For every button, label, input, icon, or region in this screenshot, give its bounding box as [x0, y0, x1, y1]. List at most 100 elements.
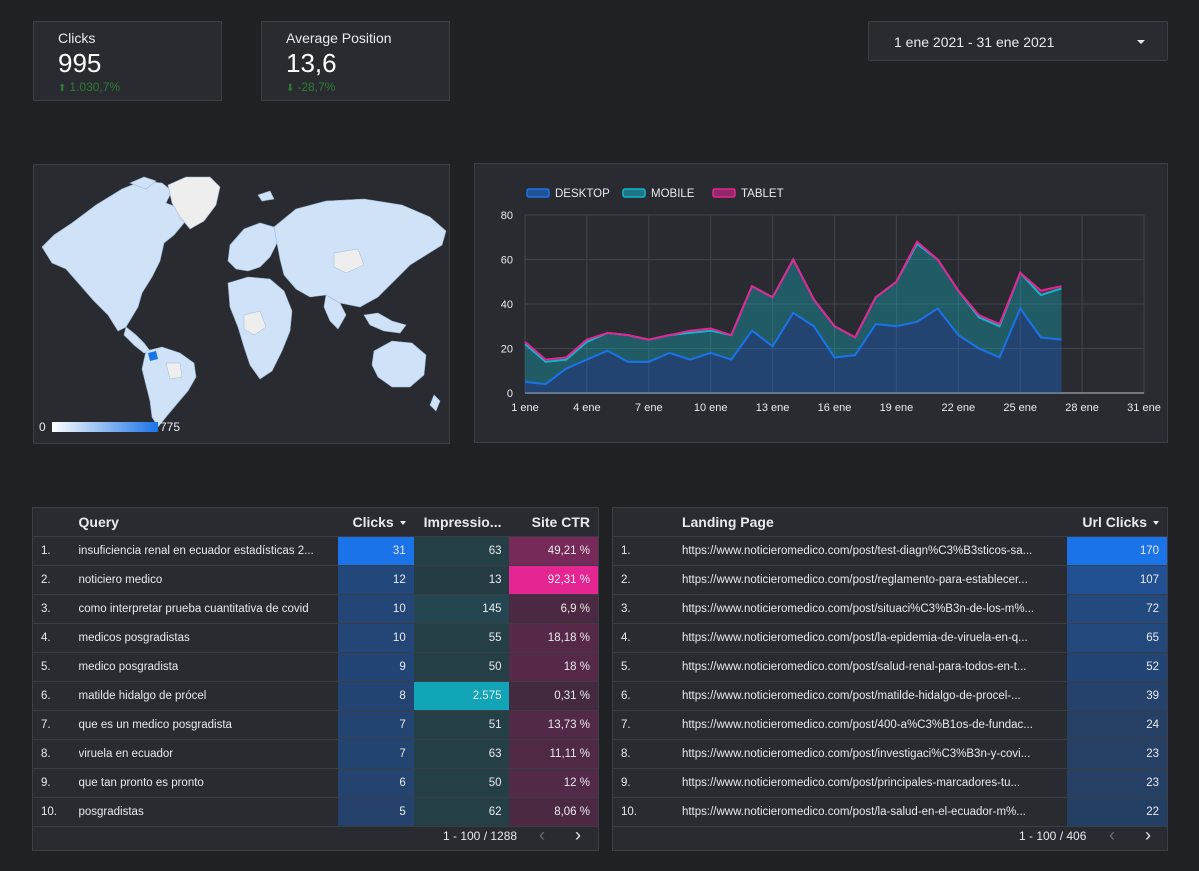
header-url-clicks[interactable]: Url Clicks — [1067, 508, 1167, 537]
x-tick-label: 19 ene — [880, 402, 914, 414]
query-cell[interactable]: insuficiencia renal en ecuador estadísti… — [78, 536, 339, 566]
site-ctr-cell: 6,9 % — [509, 594, 598, 624]
site-ctr-cell: 13,73 % — [509, 710, 598, 740]
time-series-chart[interactable]: DESKTOP MOBILE TABLET 0 20 40 60 80 1 ene 4 ene… — [475, 164, 1169, 444]
site-ctr-cell: 0,31 % — [509, 681, 598, 711]
geo-map-card[interactable]: 0 775 — [33, 164, 450, 444]
table-row[interactable]: 3. como interpretar prueba cuantitativa d… — [33, 594, 598, 624]
landing-page-cell[interactable]: https://www.noticieromedico.com/post/la-… — [681, 797, 1068, 827]
kpi-card-average-position[interactable]: Average Position 13,6 ⬇ -28,7% — [261, 21, 450, 101]
kpi-card-clicks[interactable]: Clicks 995 ⬆ 1.030,7% — [33, 21, 222, 101]
table-row[interactable]: 2. https://www.noticieromedico.com/post/r… — [613, 565, 1167, 595]
url-clicks-cell: 170 — [1067, 536, 1167, 566]
chevron-left-icon[interactable]: ‹ — [1109, 825, 1115, 845]
table-row[interactable]: 8. viruela en ecuador 7 63 11,11 % — [33, 739, 598, 769]
table-row[interactable]: 1. insuficiencia renal en ecuador estadís… — [33, 536, 598, 566]
table-row[interactable]: 1. https://www.noticieromedico.com/post/t… — [613, 536, 1167, 566]
query-cell[interactable]: posgradistas — [78, 797, 339, 827]
x-tick-label: 13 ene — [756, 402, 790, 414]
legend-item-desktop[interactable]: DESKTOP — [526, 188, 610, 200]
x-tick-label: 4 ene — [573, 402, 601, 414]
series-line-desktop[interactable] — [524, 306, 1062, 386]
site-ctr-cell: 12 % — [509, 768, 598, 798]
legend-item-mobile[interactable]: MOBILE — [622, 188, 695, 200]
header-clicks[interactable]: Clicks — [338, 508, 414, 537]
clicks-cell: 9 — [338, 652, 414, 682]
site-ctr-cell: 18,18 % — [509, 623, 598, 653]
query-table-card[interactable]: Query Clicks Impressio... Site CTR 1. ins… — [32, 507, 599, 851]
table-row[interactable]: 4. medicos posgradistas 10 55 18,18 % — [33, 623, 598, 653]
table-row[interactable]: 6. matilde hidalgo de prócel 8 2.575 0,31 % — [33, 681, 598, 711]
map-region-north-america — [41, 180, 185, 332]
site-ctr-cell: 92,31 % — [509, 565, 598, 595]
table-row[interactable]: 10. posgradistas 5 62 8,06 % — [33, 797, 598, 827]
series-line-tablet[interactable] — [524, 240, 1062, 361]
landing-page-cell[interactable]: https://www.noticieromedico.com/post/inv… — [681, 739, 1068, 769]
table-row[interactable]: 10. https://www.noticieromedico.com/post/… — [613, 797, 1167, 827]
table-row[interactable]: 3. https://www.noticieromedico.com/post/s… — [613, 594, 1167, 624]
row-index: 7. — [33, 710, 79, 740]
header-query[interactable]: Query — [78, 508, 339, 537]
table-row[interactable]: 4. https://www.noticieromedico.com/post/l… — [613, 623, 1167, 653]
series-area-mobile[interactable] — [525, 243, 1062, 385]
table-row[interactable]: 6. https://www.noticieromedico.com/post/m… — [613, 681, 1167, 711]
table-row[interactable]: 5. https://www.noticieromedico.com/post/s… — [613, 652, 1167, 682]
series-area-desktop[interactable] — [525, 308, 1062, 393]
query-cell[interactable]: como interpretar prueba cuantitativa de … — [78, 594, 339, 624]
landing-page-cell[interactable]: https://www.noticieromedico.com/post/sal… — [681, 652, 1068, 682]
table-row[interactable]: 5. medico posgradista 9 50 18 % — [33, 652, 598, 682]
legend-item-tablet[interactable]: TABLET — [712, 188, 784, 200]
world-map[interactable]: 0 775 — [34, 165, 450, 444]
url-clicks-cell: 39 — [1067, 681, 1167, 711]
url-clicks-cell: 52 — [1067, 652, 1167, 682]
landing-page-cell[interactable]: https://www.noticieromedico.com/post/mat… — [681, 681, 1068, 711]
x-tick-label: 28 ene — [1065, 402, 1099, 414]
row-index: 10. — [33, 797, 79, 827]
landing-page-cell[interactable]: https://www.noticieromedico.com/post/reg… — [681, 565, 1068, 595]
chevron-down-icon[interactable] — [1137, 40, 1145, 44]
table-row[interactable]: 7. que es un medico posgradista 7 51 13,73 % — [33, 710, 598, 740]
query-cell[interactable]: viruela en ecuador — [78, 739, 339, 769]
url-clicks-cell: 65 — [1067, 623, 1167, 653]
map-scale-max: 775 — [160, 420, 180, 434]
landing-page-cell[interactable]: https://www.noticieromedico.com/post/la-… — [681, 623, 1068, 653]
table-row[interactable]: 8. https://www.noticieromedico.com/post/i… — [613, 739, 1167, 769]
query-cell[interactable]: matilde hidalgo de prócel — [78, 681, 339, 711]
landing-page-cell[interactable]: https://www.noticieromedico.com/post/pri… — [681, 768, 1068, 798]
query-cell[interactable]: que tan pronto es pronto — [78, 768, 339, 798]
landing-page-cell[interactable]: https://www.noticieromedico.com/post/tes… — [681, 536, 1068, 566]
chevron-right-icon[interactable]: › — [1145, 825, 1151, 845]
arrow-up-icon: ⬆ — [58, 83, 67, 94]
header-landing-page[interactable]: Landing Page — [681, 508, 1068, 537]
landing-page-table: Landing Page Url Clicks 1. https://www.no… — [613, 508, 1167, 827]
clicks-cell: 7 — [338, 739, 414, 769]
table-row[interactable]: 9. que tan pronto es pronto 6 50 12 % — [33, 768, 598, 798]
chevron-right-icon[interactable]: › — [575, 825, 581, 845]
row-index: 3. — [33, 594, 79, 624]
map-region-south-america — [141, 346, 197, 428]
header-site-ctr[interactable]: Site CTR — [509, 508, 598, 537]
header-url-clicks-label: Url Clicks — [1082, 513, 1147, 530]
landing-page-cell[interactable]: https://www.noticieromedico.com/post/sit… — [681, 594, 1068, 624]
time-series-card[interactable]: DESKTOP MOBILE TABLET 0 20 40 60 80 1 ene 4 ene… — [474, 163, 1168, 443]
query-cell[interactable]: que es un medico posgradista — [78, 710, 339, 740]
date-range-picker[interactable]: 1 ene 2021 - 31 ene 2021 — [868, 21, 1168, 61]
table-row[interactable]: 2. noticiero medico 12 13 92,31 % — [33, 565, 598, 595]
query-cell[interactable]: medico posgradista — [78, 652, 339, 682]
query-cell[interactable]: medicos posgradistas — [78, 623, 339, 653]
url-clicks-cell: 72 — [1067, 594, 1167, 624]
header-impressions[interactable]: Impressio... — [413, 508, 510, 537]
table-row[interactable]: 7. https://www.noticieromedico.com/post/4… — [613, 710, 1167, 740]
site-ctr-cell: 49,21 % — [509, 536, 598, 566]
row-index: 4. — [33, 623, 79, 653]
map-scale-min: 0 — [39, 420, 46, 434]
table-row[interactable]: 9. https://www.noticieromedico.com/post/p… — [613, 768, 1167, 798]
landing-page-table-card[interactable]: Landing Page Url Clicks 1. https://www.no… — [612, 507, 1168, 851]
impressions-cell: 50 — [413, 652, 510, 682]
landing-page-cell[interactable]: https://www.noticieromedico.com/post/400… — [681, 710, 1068, 740]
kpi-label: Average Position — [286, 30, 392, 46]
query-cell[interactable]: noticiero medico — [78, 565, 339, 595]
y-tick-label: 60 — [501, 255, 513, 267]
query-pagination-label: 1 - 100 / 1288 — [443, 829, 518, 843]
chevron-left-icon[interactable]: ‹ — [539, 825, 545, 845]
